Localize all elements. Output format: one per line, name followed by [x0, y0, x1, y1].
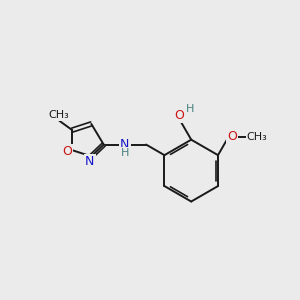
Text: N: N	[85, 155, 94, 168]
Text: O: O	[227, 130, 237, 143]
Text: O: O	[175, 109, 184, 122]
Text: H: H	[186, 104, 194, 115]
Text: H: H	[121, 148, 129, 158]
Text: CH₃: CH₃	[49, 110, 70, 120]
Text: N: N	[120, 138, 130, 151]
Text: O: O	[62, 145, 72, 158]
Text: CH₃: CH₃	[247, 132, 267, 142]
